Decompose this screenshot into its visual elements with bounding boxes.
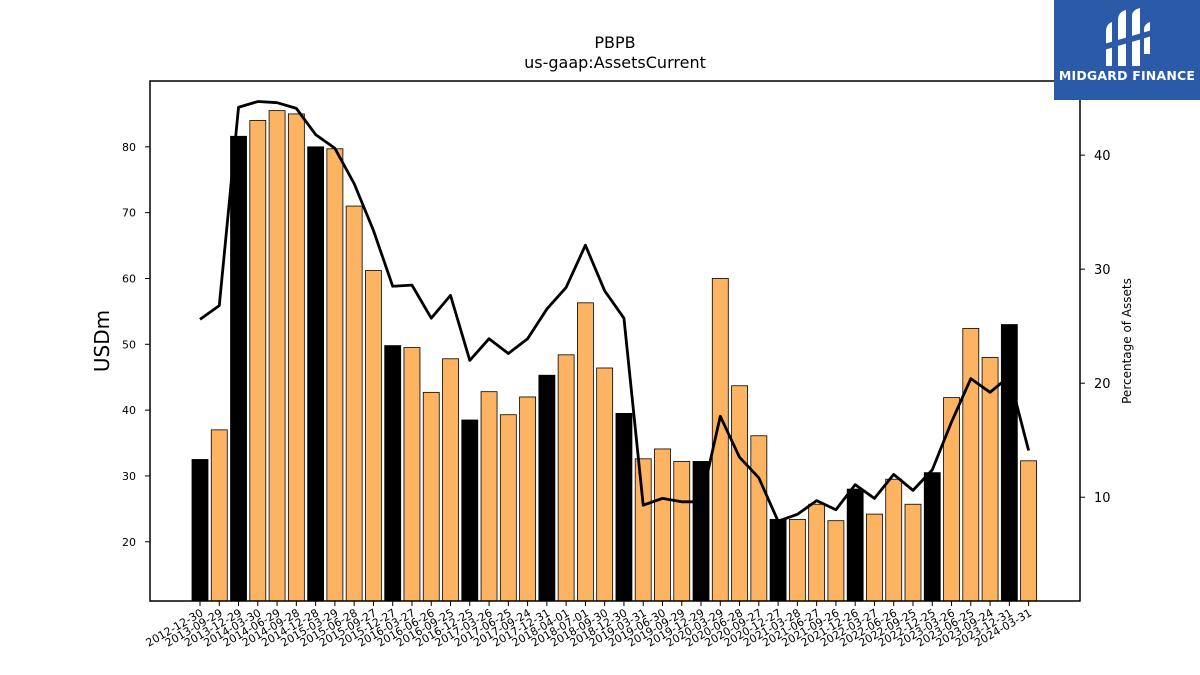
bar	[731, 385, 748, 602]
bar	[596, 367, 614, 602]
y-tick-label: 60	[122, 272, 136, 285]
bar	[422, 391, 440, 602]
line-group	[199, 100, 1030, 523]
bar	[230, 135, 247, 602]
chart-subtitle: us-gaap:AssetsCurrent	[524, 53, 706, 72]
bars-group	[191, 110, 1038, 602]
bar	[210, 429, 228, 602]
bar	[499, 414, 517, 602]
y-tick-label: 30	[122, 470, 136, 483]
bar	[577, 302, 594, 602]
bar	[943, 397, 960, 602]
bar	[461, 419, 479, 602]
bar	[403, 347, 421, 602]
bar	[923, 472, 941, 602]
bar	[480, 391, 498, 602]
y-tick-label: 80	[122, 141, 136, 154]
y-axis: 20 30 40 50 60 70 80	[122, 141, 150, 549]
y-tick-label: 50	[122, 338, 136, 351]
bar	[365, 270, 382, 602]
series-line	[199, 100, 1030, 523]
x-axis: 2012-12-302013-09-292013-12-292014-03-30…	[144, 601, 1034, 650]
bar	[981, 357, 999, 602]
bar	[326, 148, 344, 602]
bar	[1000, 324, 1018, 602]
plot-frame	[149, 80, 1081, 602]
logo-mark-icon	[1104, 8, 1152, 66]
y2-tick-label: 10	[1094, 491, 1111, 506]
bar	[846, 488, 864, 602]
bar	[673, 461, 691, 602]
y2-axis-label: Percentage of Assets	[1120, 278, 1134, 404]
bar	[519, 396, 536, 602]
y2-tick-label: 20	[1094, 377, 1111, 392]
bar	[442, 358, 459, 602]
bar	[384, 345, 402, 602]
y2-tick-label: 40	[1094, 149, 1111, 164]
bar	[885, 478, 903, 602]
bar	[904, 503, 922, 602]
bar	[249, 120, 267, 602]
bar	[345, 205, 363, 602]
bar	[866, 513, 883, 602]
bar	[615, 413, 633, 602]
y-axis-label: USDm	[90, 310, 114, 372]
bar	[1020, 460, 1038, 602]
logo-text: MIDGARD FINANCE	[1058, 68, 1196, 83]
bar	[654, 448, 671, 602]
bar	[808, 503, 826, 602]
y-tick-label: 40	[122, 404, 136, 417]
bar	[769, 518, 787, 602]
bar	[287, 113, 305, 602]
midgard-finance-logo: MIDGARD FINANCE	[1054, 0, 1200, 100]
bar	[538, 374, 556, 602]
bar	[788, 518, 806, 602]
y2-tick-label: 30	[1094, 263, 1111, 278]
bar	[962, 328, 980, 602]
chart-title: PBPB	[594, 33, 635, 52]
bar	[827, 520, 845, 602]
y-tick-label: 20	[122, 536, 136, 549]
bar	[750, 435, 768, 602]
bar	[268, 110, 286, 602]
y-tick-label: 70	[122, 207, 136, 220]
bar	[307, 146, 325, 602]
bar	[557, 354, 575, 602]
bar	[191, 459, 209, 602]
bar	[634, 458, 652, 602]
y2-axis: 10 20 30 40	[1080, 149, 1111, 506]
